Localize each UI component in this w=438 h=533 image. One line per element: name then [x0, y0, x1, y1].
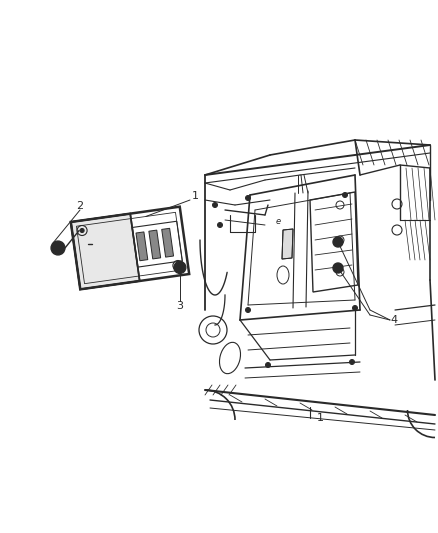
Text: 1: 1 — [191, 191, 198, 201]
Text: 3: 3 — [177, 301, 184, 311]
Polygon shape — [282, 229, 293, 259]
Circle shape — [80, 229, 84, 232]
Circle shape — [333, 237, 343, 247]
Polygon shape — [162, 228, 173, 257]
Circle shape — [246, 196, 251, 200]
Circle shape — [174, 262, 186, 273]
Circle shape — [265, 362, 271, 367]
Circle shape — [212, 203, 218, 207]
Circle shape — [176, 263, 180, 268]
Circle shape — [333, 263, 343, 273]
Text: 1: 1 — [317, 413, 324, 423]
Polygon shape — [136, 232, 148, 261]
Circle shape — [353, 305, 357, 311]
Polygon shape — [71, 214, 140, 289]
Circle shape — [246, 308, 251, 312]
Circle shape — [51, 241, 65, 255]
Circle shape — [343, 192, 347, 198]
Text: e: e — [276, 217, 281, 227]
Text: 2: 2 — [77, 201, 84, 211]
Circle shape — [218, 222, 223, 228]
Polygon shape — [149, 230, 161, 259]
Circle shape — [350, 359, 354, 365]
Text: 4: 4 — [390, 315, 398, 325]
